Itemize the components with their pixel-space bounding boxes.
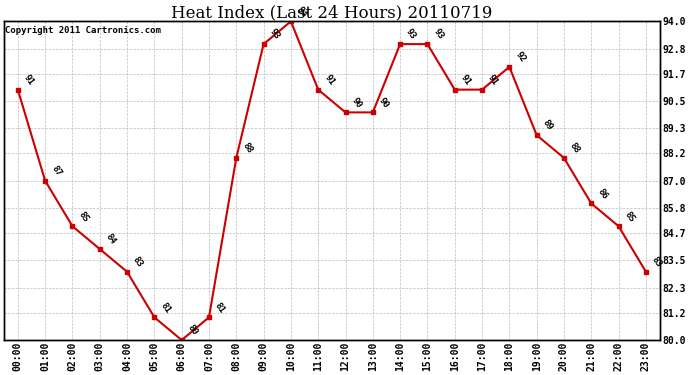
Text: 94: 94 (295, 4, 308, 18)
Text: 84: 84 (104, 232, 117, 246)
Text: Copyright 2011 Cartronics.com: Copyright 2011 Cartronics.com (6, 26, 161, 35)
Text: 93: 93 (404, 27, 418, 41)
Text: 87: 87 (49, 164, 63, 178)
Text: 88: 88 (568, 141, 582, 155)
Text: 90: 90 (350, 96, 363, 109)
Text: 83: 83 (650, 255, 664, 269)
Text: 86: 86 (595, 187, 609, 201)
Text: 88: 88 (240, 141, 254, 155)
Text: 93: 93 (432, 27, 445, 41)
Text: 91: 91 (459, 73, 473, 87)
Text: 85: 85 (77, 210, 90, 224)
Text: 92: 92 (513, 50, 527, 64)
Text: 80: 80 (186, 323, 199, 337)
Text: 90: 90 (377, 96, 391, 109)
Text: 85: 85 (623, 210, 636, 224)
Text: 81: 81 (213, 300, 227, 315)
Text: 91: 91 (22, 73, 35, 87)
Text: 89: 89 (541, 118, 554, 132)
Title: Heat Index (Last 24 Hours) 20110719: Heat Index (Last 24 Hours) 20110719 (171, 4, 493, 21)
Text: 93: 93 (268, 27, 282, 41)
Text: 83: 83 (131, 255, 145, 269)
Text: 91: 91 (322, 73, 336, 87)
Text: 81: 81 (159, 300, 172, 315)
Text: 91: 91 (486, 73, 500, 87)
